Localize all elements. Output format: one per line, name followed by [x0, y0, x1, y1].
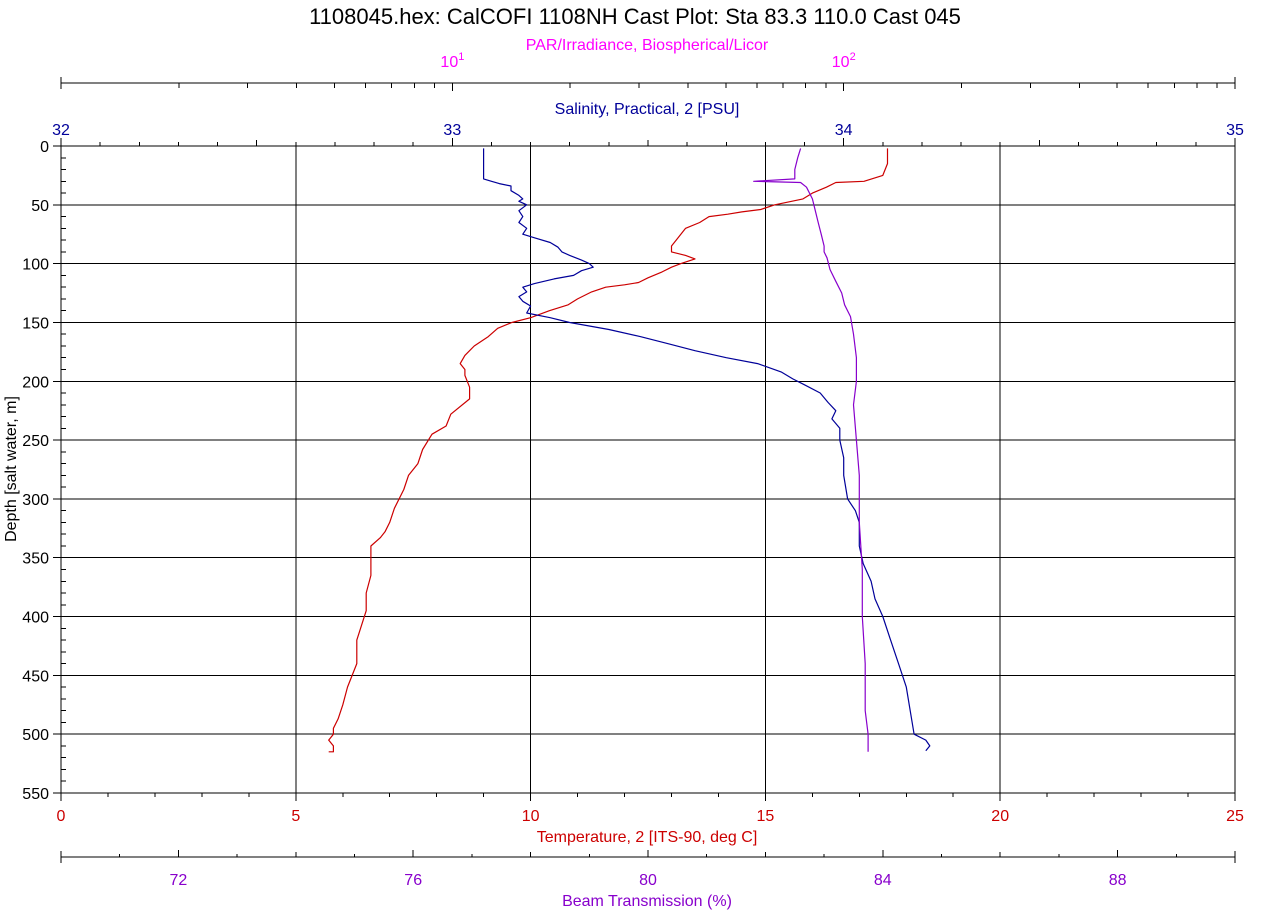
depth-tick-label: 0	[40, 139, 49, 156]
plot-frame	[60, 145, 1236, 794]
temperature-series-line	[328, 148, 889, 753]
beam-tick-label: 84	[874, 872, 892, 889]
depth-tick-label: 400	[22, 610, 49, 627]
temperature-tick-label: 5	[291, 808, 300, 825]
depth-tick-label: 100	[22, 257, 49, 274]
grid-layer	[60, 145, 1236, 794]
salinity-tick-label: 33	[443, 122, 461, 139]
par-tick-exponent: 2	[850, 51, 856, 63]
depth-tick-label: 500	[22, 727, 49, 744]
depth-tick-label: 550	[22, 786, 49, 803]
beam-tick-label: 72	[170, 872, 188, 889]
beam-tick-label: 76	[404, 872, 422, 889]
salinity-series-line	[483, 148, 931, 752]
temperature-tick-label: 0	[57, 808, 66, 825]
temperature-tick-label: 25	[1226, 808, 1244, 825]
chart-title: 1108045.hex: CalCOFI 1108NH Cast Plot: S…	[309, 4, 961, 29]
salinity-tick-label: 34	[835, 122, 853, 139]
beam-tick-label: 88	[1109, 872, 1127, 889]
beam-axis-title: Beam Transmission (%)	[562, 893, 732, 910]
depth-tick-label: 450	[22, 668, 49, 685]
temperature-tick-label: 15	[757, 808, 775, 825]
salinity-tick-label: 32	[52, 122, 70, 139]
par-axis-title: PAR/Irradiance, Biospherical/Licor	[526, 37, 769, 54]
par-tick-exponent: 1	[458, 51, 464, 63]
par-tick-label: 10	[832, 54, 850, 71]
depth-tick-label: 300	[22, 492, 49, 509]
depth-tick-label: 250	[22, 433, 49, 450]
temperature-axis-title: Temperature, 2 [ITS-90, deg C]	[537, 829, 758, 846]
series-layer	[328, 148, 931, 753]
axes-layer: 0 50 100 150 200 250 300 350 400 450 500 550 0 5 10 15 2…	[22, 51, 1244, 889]
beam-series-line	[753, 148, 869, 752]
temperature-tick-label: 20	[991, 808, 1009, 825]
beam-tick-label: 80	[639, 872, 657, 889]
depth-tick-label: 50	[31, 198, 49, 215]
salinity-axis-title: Salinity, Practical, 2 [PSU]	[555, 101, 740, 118]
depth-tick-label: 150	[22, 315, 49, 332]
temperature-tick-label: 10	[522, 808, 540, 825]
depth-axis-title: Depth [salt water, m]	[3, 396, 20, 542]
depth-tick-label: 200	[22, 374, 49, 391]
par-tick-label: 10	[440, 54, 458, 71]
salinity-tick-label: 35	[1226, 122, 1244, 139]
depth-tick-label: 350	[22, 551, 49, 568]
